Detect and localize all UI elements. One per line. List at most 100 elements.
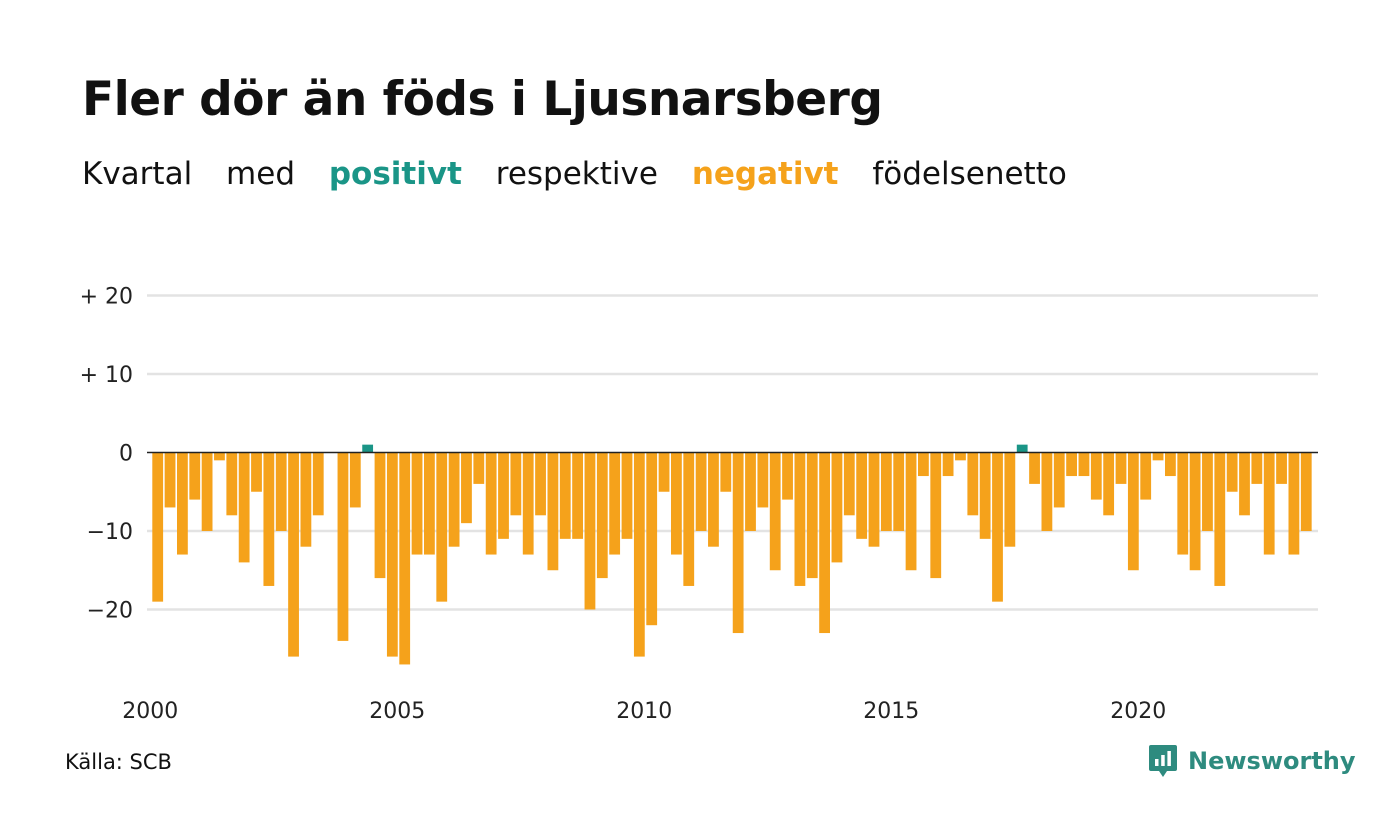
bar-negative [424,452,435,555]
bar-negative [646,452,658,626]
subtitle-word: respektive [495,156,658,192]
bar-negative [1202,452,1213,531]
bar-negative [955,452,966,461]
bar-negative [992,452,1003,602]
chart-title: Fler dör än föds i Ljusnarsberg [82,72,883,127]
bar-negative [782,452,793,500]
x-tick-label: 2010 [616,699,672,724]
bar-negative [1189,452,1201,571]
bar-negative [1276,452,1287,484]
subtitle-negative-word: negativt [691,156,839,192]
bar-negative [263,452,275,586]
bar-negative [979,452,991,539]
bar-negative [745,452,756,531]
bar-negative [374,452,386,579]
bars [152,444,1312,665]
bar-negative [1263,452,1275,555]
bar-negative [1041,452,1053,531]
bar-negative [658,452,670,492]
bar-negative [930,452,942,579]
bar-negative [288,452,299,657]
bar-negative [337,452,349,641]
bar-negative [1251,452,1263,484]
bar-negative [1239,452,1250,516]
bar-negative [1300,452,1312,531]
bar-negative [831,452,843,563]
bar-negative [843,452,855,516]
x-tick-label: 2000 [122,699,178,724]
bar-negative [633,452,645,657]
chart-subtitle: Kvartal med positivt respektive negativt… [82,156,1091,192]
bar-negative [473,452,485,484]
subtitle-word: Kvartal [82,156,193,192]
newsworthy-chart-bubble-icon [1149,745,1177,777]
subtitle-word: födelsenetto [872,156,1067,192]
x-tick-label: 2005 [369,699,425,724]
bar-negative [880,452,892,531]
bar-negative [510,452,522,516]
bar-positive [362,444,374,453]
bar-negative [535,452,546,516]
bar-negative [609,452,621,555]
bar-negative [498,452,509,539]
bar-negative [1066,452,1077,477]
bar-negative [547,452,559,571]
bar-negative [1226,452,1238,492]
bar-negative [485,452,497,555]
bar-negative [806,452,818,579]
bar-negative [584,452,596,610]
y-tick-label: 0 [119,442,133,467]
bar-negative [177,452,188,555]
bar-negative [596,452,608,579]
bar-negative [757,452,769,508]
bar-negative [1004,452,1016,547]
bar-negative [1288,452,1300,555]
y-tick-label: −10 [87,520,133,545]
bar-negative [349,452,361,508]
y-tick-label: + 10 [80,363,133,388]
bar-negative [522,452,534,555]
bar-negative [671,452,682,555]
bar-negative [1165,452,1176,477]
bar-negative [1078,452,1090,477]
bar-negative [967,452,979,516]
bar-negative [819,452,830,634]
bar-negative [275,452,287,531]
bar-negative [1053,452,1065,508]
bar-negative [312,452,324,516]
bar-negative [164,452,176,508]
bar-negative [732,452,744,634]
x-tick-label: 2020 [1110,699,1166,724]
y-tick-label: + 20 [80,285,133,310]
bar-negative [189,452,201,500]
bar-negative [918,452,929,477]
source-note: Källa: SCB [65,750,172,774]
bar-negative [251,452,262,492]
bar-negative [411,452,423,555]
bar-negative [238,452,250,563]
bar-negative [386,452,398,657]
bar-negative [1214,452,1226,586]
bar-negative [1177,452,1189,555]
y-axis-tick-labels: −20 −10 0 + 10 + 20 [80,285,133,624]
bar-negative [942,452,954,477]
subtitle-positive-word: positivt [328,156,462,192]
bar-negative [683,452,695,586]
bar-negative [708,452,719,547]
bar-negative [152,452,164,602]
bar-negative [226,452,238,516]
bar-negative [720,452,732,492]
bar-negative [572,452,583,539]
bar-negative [214,452,225,461]
x-tick-label: 2015 [863,699,919,724]
bar-negative [621,452,633,539]
bar-negative [1140,452,1152,500]
bar-negative [1115,452,1127,484]
bar-negative [856,452,868,539]
bar-negative [868,452,880,547]
bar-negative [893,452,905,531]
bar-negative [448,452,460,547]
bar-negative [1152,452,1164,461]
bar-negative [695,452,707,531]
